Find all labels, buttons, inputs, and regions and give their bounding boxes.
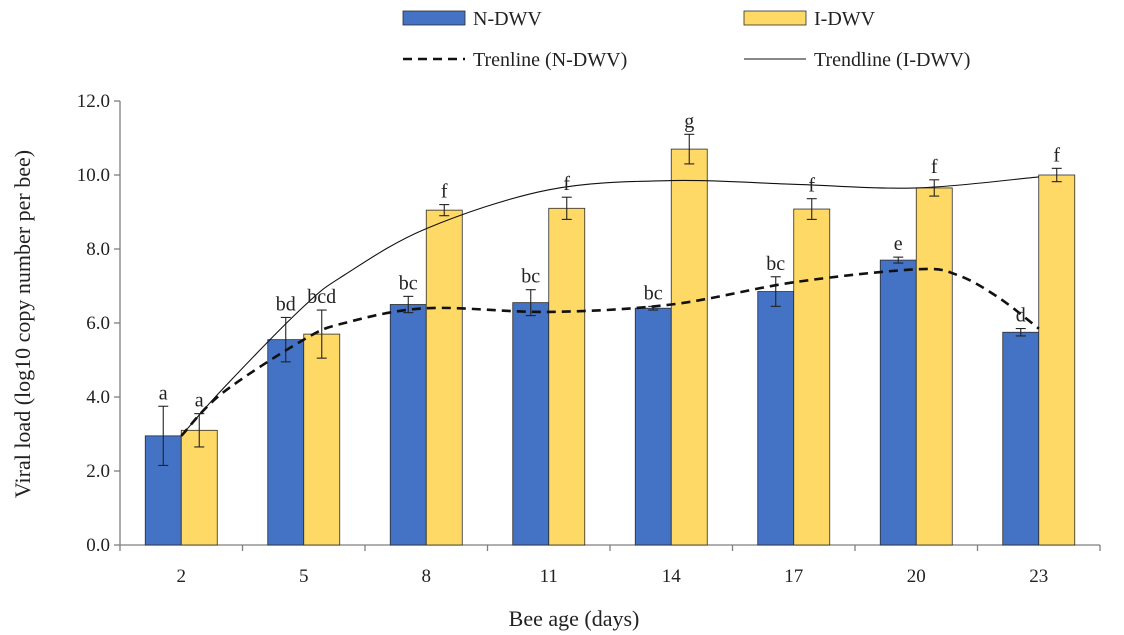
x-tick-label: 20	[907, 566, 926, 587]
y-axis-title: Viral load (log10 copy number per bee)	[10, 150, 35, 498]
bar-n-dwv	[757, 291, 795, 546]
bar-n-dwv	[1002, 331, 1040, 546]
significance-label: e	[894, 233, 903, 255]
x-tick-label: 17	[784, 566, 803, 587]
y-axis: 0.0 2.0 4.0 6.0 8.0 10.0 12.0	[77, 91, 121, 556]
legend-label: I-DWV	[814, 8, 876, 30]
significance-label: f	[931, 156, 938, 178]
x-tick-label: 14	[662, 566, 682, 587]
significance-label: bc	[644, 282, 663, 304]
significance-label: bd	[276, 293, 296, 315]
bar-i-dwv	[670, 148, 708, 546]
significance-labels: a bd bc bc bc bc e d a bcd f f g f f f	[159, 110, 1061, 411]
y-tick-label: 8.0	[86, 239, 110, 260]
bar-i-dwv	[915, 187, 953, 546]
x-tick-label: 11	[540, 566, 558, 587]
legend-swatch	[402, 10, 466, 26]
significance-label: a	[195, 390, 204, 412]
trendline-i-dwv	[180, 176, 1039, 437]
significance-label: bc	[521, 266, 540, 288]
significance-label: a	[159, 382, 168, 404]
bar-n-dwv	[879, 259, 917, 546]
significance-label: f	[563, 173, 570, 195]
legend-label: Trenline (N-DWV)	[473, 49, 627, 71]
bar-i-dwv	[548, 207, 586, 546]
bar-n-dwv	[389, 304, 427, 546]
significance-label: bc	[766, 253, 785, 275]
bar-i-dwv	[180, 429, 218, 546]
legend-label: N-DWV	[473, 8, 542, 30]
trendline-n-dwv	[180, 267, 1040, 437]
significance-label: f	[808, 175, 815, 197]
y-tick-label: 4.0	[86, 387, 110, 408]
bar-i-dwv	[425, 209, 463, 546]
significance-label: g	[684, 110, 694, 132]
x-tick-label: 2	[177, 566, 187, 587]
legend-label: Trendline (I-DWV)	[814, 49, 970, 71]
x-tick-label: 5	[299, 566, 309, 587]
x-tick-label: 8	[422, 566, 432, 587]
y-tick-label: 2.0	[86, 461, 110, 482]
y-tick-label: 10.0	[77, 165, 110, 186]
significance-label: bc	[399, 272, 418, 294]
bars	[144, 133, 1076, 546]
x-axis: 2 5 8 11 14 17 20 23	[119, 544, 1101, 587]
legend: N-DWV I-DWV Trenline (N-DWV) Trendline (I-D…	[402, 8, 970, 71]
significance-label: f	[441, 181, 448, 203]
bar-n-dwv	[512, 302, 550, 546]
y-tick-label: 12.0	[77, 91, 110, 112]
trendlines	[180, 176, 1040, 437]
bar-i-dwv	[1038, 174, 1076, 546]
y-tick-label: 0.0	[86, 535, 110, 556]
x-tick-label: 23	[1029, 566, 1048, 587]
bar-i-dwv	[793, 208, 831, 546]
bar-n-dwv	[267, 339, 305, 546]
significance-label: d	[1016, 305, 1026, 327]
significance-label: f	[1053, 144, 1060, 166]
bar-i-dwv	[303, 333, 341, 546]
y-tick-label: 6.0	[86, 313, 110, 334]
significance-label: bcd	[307, 286, 336, 308]
bar-n-dwv	[634, 307, 672, 546]
x-axis-title: Bee age (days)	[509, 606, 640, 631]
legend-swatch	[743, 10, 807, 26]
